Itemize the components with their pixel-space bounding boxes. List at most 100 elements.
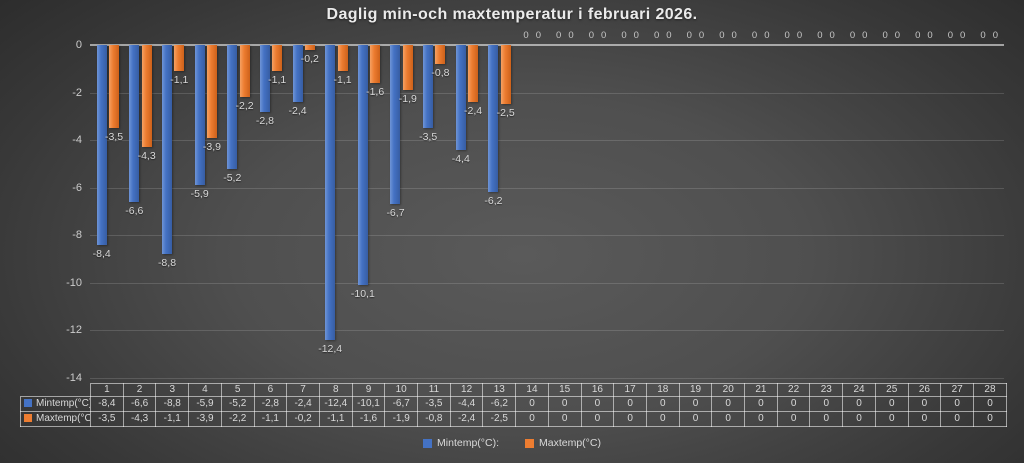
gridline — [90, 330, 1004, 332]
table-row-label-mintemp: Mintemp(°C): — [20, 396, 91, 412]
maxtemp-value-label-day-27: 0 — [960, 30, 966, 41]
mintemp-value-label-day-18: 0 — [653, 30, 660, 41]
table-day-header: 7 — [286, 383, 320, 397]
table-day-header: 5 — [220, 383, 255, 397]
table-corner-cell — [20, 383, 91, 397]
table-value-mintemp-day-27: 0 — [940, 396, 974, 412]
gridline — [90, 92, 1004, 94]
gridline — [90, 282, 1004, 284]
table-value-maxtemp-day-1: -3,5 — [90, 411, 124, 427]
chart-data-table: 1 2 3 4 5 6 7 8 9 10 11 12 13 14 15 16 17 18 19 20 21 22 23 24 2… — [20, 383, 1008, 427]
table-value-maxtemp-day-4: -3,9 — [188, 411, 222, 427]
mintemp-value-label-day-21: 0 — [751, 30, 758, 41]
mintemp-value-label-day-13: -6,2 — [484, 195, 503, 208]
table-value-maxtemp-day-27: 0 — [940, 411, 974, 427]
mintemp-bar-day-8 — [325, 45, 336, 340]
table-value-mintemp-day-19: 0 — [678, 396, 713, 412]
table-value-mintemp-day-20: 0 — [711, 396, 746, 412]
table-day-header: 22 — [776, 383, 811, 397]
table-day-header: 19 — [678, 383, 713, 397]
maxtemp-bar-day-1 — [109, 45, 119, 129]
table-day-header: 10 — [384, 383, 419, 397]
table-value-maxtemp-day-22: 0 — [776, 411, 811, 427]
table-value-maxtemp-day-28: 0 — [972, 411, 1008, 427]
table-day-header: 3 — [155, 383, 190, 397]
table-value-maxtemp-day-23: 0 — [809, 411, 844, 427]
legend-label-maxtemp: Maxtemp(°C) — [539, 437, 601, 449]
maxtemp-table-swatch-icon — [24, 414, 32, 422]
table-value-mintemp-day-6: -2,8 — [253, 396, 288, 412]
table-day-header: 26 — [907, 383, 942, 397]
mintemp-bar-day-11 — [423, 45, 434, 129]
mintemp-bar-day-3 — [161, 45, 172, 255]
table-day-header: 18 — [645, 383, 680, 397]
maxtemp-bar-day-6 — [272, 45, 283, 72]
y-axis-tick-label: -10 — [66, 276, 82, 289]
maxtemp-bar-day-5 — [239, 45, 250, 98]
mintemp-bar-day-7 — [292, 45, 303, 103]
maxtemp-value-label-day-28: 0 — [992, 30, 998, 41]
table-value-maxtemp-day-6: -1,1 — [253, 411, 288, 427]
maxtemp-value-label-day-5: -2,2 — [235, 100, 254, 113]
table-value-maxtemp-day-14: 0 — [515, 411, 549, 427]
maxtemp-value-label-day-3: -1,1 — [170, 74, 189, 87]
mintemp-value-label-day-1: -8,4 — [92, 247, 111, 260]
mintemp-value-label-day-15: 0 — [556, 30, 562, 41]
maxtemp-value-label-day-9: -1,6 — [366, 86, 385, 99]
mintemp-value-label-day-3: -8,8 — [157, 257, 177, 270]
table-value-mintemp-day-18: 0 — [645, 396, 680, 412]
table-value-mintemp-day-21: 0 — [744, 396, 778, 412]
maxtemp-value-label-day-15: 0 — [568, 30, 574, 41]
table-value-maxtemp-day-10: -1,9 — [384, 411, 419, 427]
mintemp-bar-day-6 — [259, 45, 270, 112]
legend-item-maxtemp: Maxtemp(°C) — [525, 437, 601, 449]
mintemp-bar-day-1 — [96, 45, 107, 245]
mintemp-value-label-day-14: 0 — [523, 30, 529, 41]
mintemp-value-label-day-25: 0 — [882, 30, 888, 41]
table-value-maxtemp-day-26: 0 — [907, 411, 942, 427]
mintemp-value-label-day-23: 0 — [817, 30, 823, 41]
gridline — [90, 140, 1004, 142]
table-day-header: 13 — [482, 383, 517, 397]
maxtemp-value-label-day-14: 0 — [535, 30, 541, 41]
mintemp-table-swatch-icon — [24, 399, 32, 407]
maxtemp-bar-day-11 — [435, 45, 446, 65]
table-value-mintemp-day-17: 0 — [613, 396, 647, 412]
table-value-maxtemp-day-16: 0 — [580, 411, 615, 427]
table-day-header: 24 — [842, 383, 876, 397]
maxtemp-value-label-day-7: -0,2 — [300, 52, 319, 65]
gridline — [90, 235, 1004, 237]
mintemp-value-label-day-10: -6,7 — [386, 207, 405, 220]
mintemp-value-label-day-26: 0 — [915, 30, 921, 41]
table-value-maxtemp-day-15: 0 — [547, 411, 582, 427]
table-value-mintemp-day-8: -12,4 — [318, 396, 353, 412]
mintemp-value-label-day-28: 0 — [980, 30, 986, 41]
y-axis-tick-label: -12 — [66, 324, 82, 337]
mintemp-bar-day-12 — [455, 45, 466, 150]
y-axis-tick-label: -4 — [72, 134, 82, 147]
table-value-mintemp-day-22: 0 — [776, 396, 811, 412]
mintemp-value-label-day-19: 0 — [686, 30, 692, 41]
table-day-header: 23 — [809, 383, 844, 397]
maxtemp-bar-day-10 — [402, 45, 413, 91]
legend-label-mintemp: Mintemp(°C): — [437, 437, 499, 449]
table-value-maxtemp-day-13: -2,5 — [482, 411, 517, 427]
y-axis-tick-label: -6 — [72, 181, 82, 194]
maxtemp-value-label-day-10: -1,9 — [398, 93, 417, 106]
maxtemp-value-label-day-25: 0 — [894, 30, 901, 41]
maxtemp-value-label-day-19: 0 — [698, 30, 705, 41]
maxtemp-bar-day-8 — [337, 45, 348, 72]
table-value-mintemp-day-15: 0 — [547, 396, 582, 412]
maxtemp-bar-day-4 — [206, 45, 217, 138]
table-value-maxtemp-day-7: -0,2 — [286, 411, 320, 427]
table-header-row: 1 2 3 4 5 6 7 8 9 10 11 12 13 14 15 16 17 18 19 20 21 22 23 24 2… — [20, 383, 1008, 397]
table-value-mintemp-day-2: -6,6 — [122, 396, 157, 412]
table-day-header: 28 — [972, 383, 1008, 397]
mintemp-bar-day-9 — [357, 45, 368, 286]
mintemp-value-label-day-4: -5,9 — [190, 188, 209, 201]
mintemp-value-label-day-7: -2,4 — [288, 105, 307, 118]
maxtemp-value-label-day-2: -4,3 — [137, 150, 156, 163]
maxtemp-bar-day-7 — [304, 45, 315, 50]
mintemp-value-label-day-12: -4,4 — [451, 152, 470, 165]
table-value-maxtemp-day-24: 0 — [842, 411, 876, 427]
